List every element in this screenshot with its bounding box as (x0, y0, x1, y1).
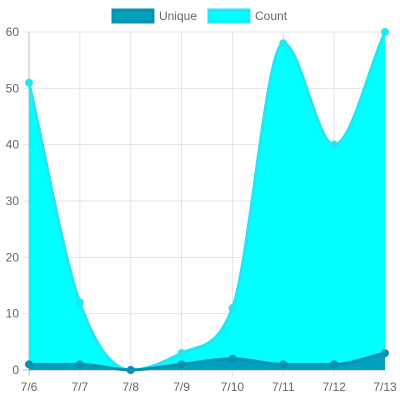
y-tick-label: 0 (12, 363, 19, 377)
legend: Unique Count (111, 8, 288, 24)
data-point-unique[interactable] (177, 360, 186, 369)
y-tick-label: 20 (6, 250, 20, 264)
series-areas (25, 28, 389, 374)
x-tick-label: 7/13 (373, 380, 397, 394)
data-point-count[interactable] (228, 304, 237, 313)
y-tick-label: 50 (6, 81, 20, 95)
legend-swatch-unique (111, 8, 155, 24)
data-point-unique[interactable] (279, 360, 288, 369)
x-tick-label: 7/6 (21, 380, 38, 394)
series-line-count (27, 31, 387, 372)
y-tick-label: 60 (6, 25, 20, 39)
x-tick-label: 7/9 (173, 380, 190, 394)
data-point-unique[interactable] (25, 360, 33, 369)
data-point-count[interactable] (25, 78, 33, 87)
legend-label-count: Count (255, 9, 288, 23)
data-point-unique[interactable] (381, 349, 389, 358)
data-point-count[interactable] (381, 28, 389, 36)
data-point-unique[interactable] (126, 366, 135, 374)
series-line-unique (29, 351, 386, 372)
x-tick-label: 7/7 (72, 380, 89, 394)
legend-item-unique[interactable]: Unique (111, 8, 197, 24)
x-tick-label: 7/10 (221, 380, 245, 394)
y-tick-label: 10 (6, 307, 20, 321)
y-tick-label: 30 (6, 194, 20, 208)
data-point-count[interactable] (330, 140, 339, 149)
x-tick-label: 7/12 (322, 380, 346, 394)
legend-swatch-count (207, 8, 251, 24)
data-point-count[interactable] (75, 298, 84, 307)
x-tick-label: 7/8 (122, 380, 139, 394)
data-point-count[interactable] (279, 39, 288, 48)
y-tick-label: 40 (6, 138, 20, 152)
data-point-count[interactable] (177, 349, 186, 358)
data-point-unique[interactable] (228, 354, 237, 363)
legend-item-count[interactable]: Count (207, 8, 288, 24)
series-area-count (29, 32, 385, 370)
legend-label-unique: Unique (159, 9, 197, 23)
data-point-unique[interactable] (75, 360, 84, 369)
data-point-unique[interactable] (330, 360, 339, 369)
x-tick-label: 7/11 (272, 380, 295, 394)
axes: 0 10 20 30 40 50 60 7/6 7/7 7/8 7/9 7/10 7/11 7/12 7/1… (6, 25, 397, 394)
